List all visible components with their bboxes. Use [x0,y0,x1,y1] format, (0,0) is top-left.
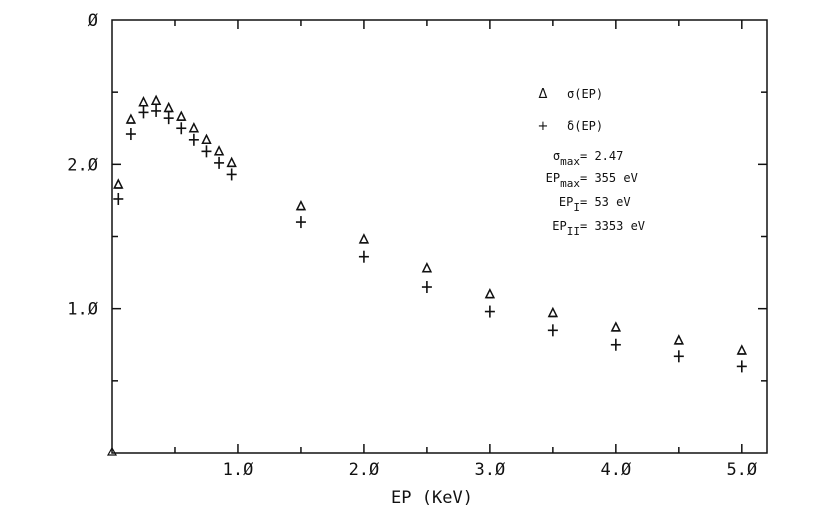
sigma-ep-point [295,199,307,211]
delta-ep-point [113,192,124,205]
y-tick-label: 2.Ø [67,155,98,175]
sigma-ep-point [138,96,149,107]
sigma-ep-point [610,321,622,332]
delta-ep-point [673,350,684,363]
delta-ep-point [421,281,432,294]
sigma-ep-point [163,101,174,113]
delta-ep-point [358,250,369,263]
data-points [113,94,748,373]
annotation-label: EPI [559,195,580,214]
sigma-ep-point [736,344,748,355]
x-axis-title: EP (KeV) [391,488,473,508]
delta-ep-point [138,106,149,119]
sigma-ep-point [358,233,370,244]
sigma-ep-point [213,145,225,156]
plot-frame [111,19,768,454]
y-tick-label: 1.Ø [67,300,98,320]
delta-ep-point [214,156,225,169]
annotation-label: EPII [552,219,580,238]
sigma-ep-point [113,178,124,189]
x-tick-label: 1.Ø [223,460,254,480]
delta-ep-point [125,128,136,141]
tick-marks [106,20,767,456]
annotation-value: = 355 eV [580,171,638,185]
delta-ep-point [226,168,237,181]
origin-marker [106,446,118,456]
y-tick-label: Ø [88,11,98,31]
delta-ep-point [295,216,306,229]
delta-ep-point [547,324,558,337]
sigma-ep-point [150,94,162,106]
legend-triangle-marker: Δ [539,87,548,102]
x-tick-label: 3.Ø [475,460,506,480]
sigma-ep-point [421,262,433,273]
sigma-ep-point [176,110,187,121]
annotation-value: = 2.47 [580,149,623,163]
annotation-label: EPmax [546,171,581,190]
sigma-ep-point [484,287,496,299]
sigma-ep-point [125,113,137,124]
x-tick-label: 4.Ø [600,460,631,480]
legend-label: σ(EP) [567,87,603,101]
sigma-ep-point [226,156,237,168]
delta-ep-point [736,360,747,373]
delta-ep-point [188,133,199,146]
sigma-ep-point [673,334,685,345]
delta-ep-point [201,145,212,158]
delta-ep-point [484,305,495,318]
legend-plus-marker: + [538,119,549,134]
delta-ep-point [151,104,162,117]
x-tick-label: 2.Ø [349,460,380,480]
delta-ep-point [176,122,187,135]
annotation-value: = 3353 eV [580,219,645,233]
sigma-ep-point [201,133,212,144]
annotation-value: = 53 eV [580,195,631,209]
sigma-ep-point [547,306,559,318]
delta-ep-point [610,338,621,351]
annotation-label: σmax [553,149,580,168]
legend-label: δ(EP) [567,119,603,133]
x-tick-label: 5.Ø [726,460,757,480]
tick-labels: 1.Ø 2.Ø 3.Ø 4.Ø 5.Ø 1.Ø 2.Ø Ø [67,11,757,480]
sigma-ep-point [188,122,200,133]
delta-ep-point [163,112,174,125]
